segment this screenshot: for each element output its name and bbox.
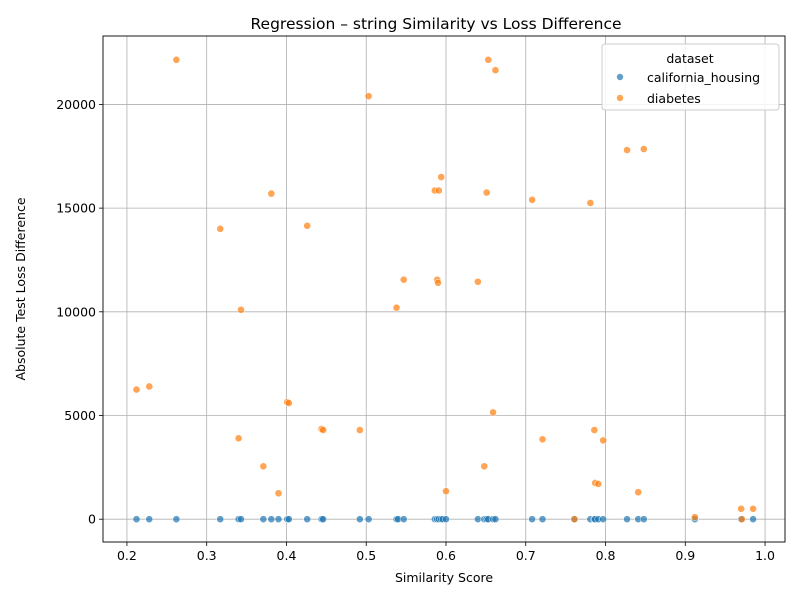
- point-diabetes: [434, 186, 443, 195]
- point-diabetes: [586, 199, 595, 207]
- legend: dataset california_housing diabetes: [601, 43, 780, 111]
- point-diabetes: [259, 462, 268, 471]
- point-california-housing: [274, 515, 283, 524]
- legend-marker-diabetes: [616, 94, 624, 102]
- point-diabetes: [145, 382, 154, 391]
- y-axis-ticks: 0 5000 10000 15000 20000: [56, 97, 103, 527]
- point-diabetes: [594, 480, 603, 488]
- y-axis-label: Absolute Test Loss Difference: [13, 197, 28, 380]
- point-diabetes: [303, 221, 312, 230]
- point-diabetes: [284, 399, 293, 407]
- point-california-housing: [237, 515, 245, 524]
- point-california-housing: [303, 515, 312, 524]
- point-diabetes: [319, 426, 328, 434]
- point-california-housing: [319, 515, 328, 524]
- point-california-housing: [442, 515, 450, 524]
- y-tick-label: 15000: [56, 201, 96, 216]
- point-diabetes: [234, 434, 243, 443]
- x-tick-label: 0.5: [356, 548, 376, 563]
- chart-title: Regression – string Similarity vs Loss D…: [250, 15, 621, 33]
- point-california-housing: [216, 515, 225, 524]
- point-diabetes: [639, 145, 648, 153]
- point-diabetes: [484, 55, 493, 64]
- point-diabetes: [738, 515, 746, 524]
- point-diabetes: [489, 408, 497, 417]
- x-tick-label: 0.9: [675, 548, 695, 563]
- point-diabetes: [690, 513, 699, 522]
- y-tick-label: 10000: [56, 304, 96, 319]
- point-diabetes: [274, 489, 283, 498]
- point-diabetes: [749, 504, 757, 513]
- x-tick-label: 1.0: [755, 548, 775, 563]
- point-diabetes: [482, 188, 491, 197]
- plot-frame: [102, 35, 786, 543]
- x-axis-ticks: 0.2 0.3 0.4 0.5 0.6 0.7 0.8 0.9 1.0: [117, 542, 775, 563]
- point-diabetes: [491, 66, 500, 75]
- point-california-housing: [284, 515, 293, 524]
- point-california-housing: [259, 515, 268, 524]
- y-tick-label: 0: [88, 512, 96, 527]
- point-diabetes: [442, 487, 450, 496]
- point-diabetes: [172, 55, 181, 64]
- point-california-housing: [355, 515, 364, 524]
- point-california-housing: [528, 515, 537, 524]
- legend-title: dataset: [666, 51, 713, 66]
- point-california-housing: [145, 515, 154, 524]
- point-diabetes: [538, 435, 547, 444]
- point-california-housing: [267, 515, 276, 524]
- point-california-housing: [623, 515, 631, 524]
- point-diabetes: [399, 275, 408, 284]
- legend-label-california-housing: california_housing: [647, 70, 760, 85]
- point-diabetes: [132, 385, 141, 394]
- y-tick-label: 20000: [56, 97, 96, 112]
- point-california-housing: [491, 515, 500, 524]
- y-tick-label: 5000: [64, 408, 96, 423]
- point-diabetes: [237, 305, 245, 314]
- point-california-housing: [172, 515, 181, 524]
- x-axis-label: Similarity Score: [395, 570, 493, 585]
- point-diabetes: [590, 426, 599, 434]
- point-california-housing: [364, 515, 373, 524]
- point-diabetes: [737, 504, 746, 513]
- point-diabetes: [599, 436, 608, 445]
- grid: [103, 36, 785, 542]
- legend-label-diabetes: diabetes: [647, 91, 701, 106]
- point-diabetes: [392, 303, 401, 312]
- point-diabetes: [474, 277, 482, 286]
- point-diabetes: [528, 195, 537, 204]
- legend-marker-california-housing: [616, 73, 624, 81]
- point-california-housing: [399, 515, 408, 524]
- point-diabetes: [480, 462, 489, 471]
- x-tick-label: 0.8: [596, 548, 616, 563]
- x-tick-label: 0.4: [277, 548, 297, 563]
- point-diabetes: [216, 224, 225, 233]
- point-diabetes: [570, 515, 579, 524]
- data-points: [132, 55, 757, 524]
- x-tick-label: 0.7: [516, 548, 536, 563]
- point-diabetes: [434, 278, 442, 287]
- x-tick-label: 0.2: [117, 548, 137, 563]
- point-california-housing: [599, 515, 608, 524]
- legend-box: [601, 43, 780, 111]
- point-diabetes: [364, 92, 373, 101]
- point-diabetes: [355, 426, 364, 434]
- point-diabetes: [623, 146, 631, 154]
- point-diabetes: [437, 173, 446, 181]
- point-california-housing: [639, 515, 648, 524]
- point-california-housing: [132, 515, 141, 524]
- point-california-housing: [538, 515, 547, 524]
- point-diabetes: [634, 488, 643, 497]
- x-tick-label: 0.6: [436, 548, 456, 563]
- x-tick-label: 0.3: [197, 548, 217, 563]
- point-california-housing: [749, 515, 757, 524]
- point-diabetes: [267, 189, 276, 198]
